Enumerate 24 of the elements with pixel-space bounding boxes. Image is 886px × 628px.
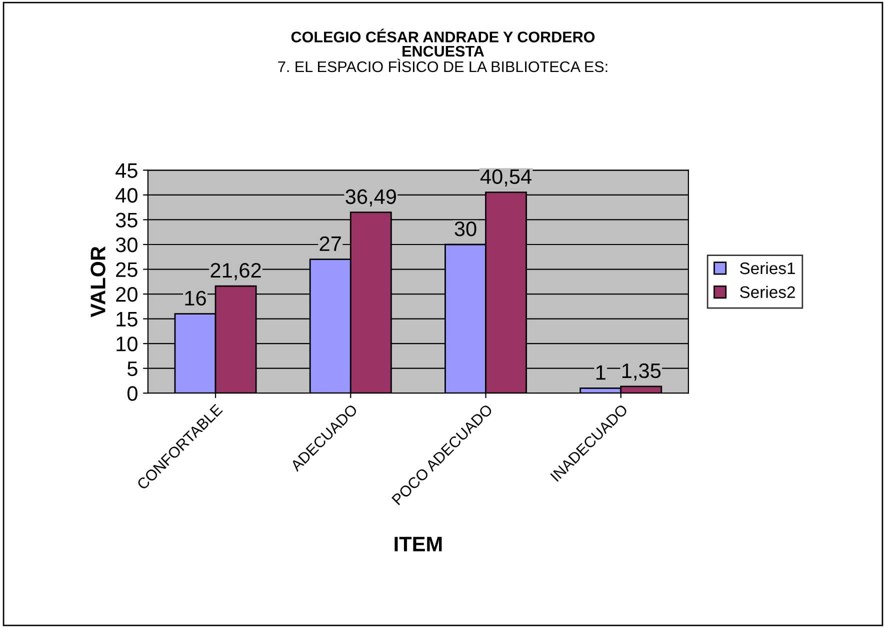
y-tick-label: 5 bbox=[127, 362, 138, 376]
x-axis-title: ITEM bbox=[394, 536, 442, 552]
y-tick-label: 20 bbox=[116, 287, 138, 302]
data-label: 1,35 bbox=[622, 363, 661, 381]
data-label: 21,62 bbox=[210, 262, 261, 280]
data-label: 40,54 bbox=[480, 169, 532, 186]
y-tick-label: 30 bbox=[116, 238, 138, 252]
data-label: 36,49 bbox=[346, 189, 396, 207]
data-label: 27 bbox=[320, 236, 341, 251]
data-label: 30 bbox=[454, 221, 476, 236]
legend-label: Series1 bbox=[740, 262, 795, 274]
y-tick-label: 15 bbox=[116, 312, 138, 327]
y-tick-label: 45 bbox=[116, 163, 138, 178]
y-tick-label: 35 bbox=[116, 212, 138, 228]
y-axis-title: VALOR bbox=[90, 246, 106, 318]
data-label: 16 bbox=[185, 290, 206, 306]
data-label: 1 bbox=[596, 365, 606, 380]
y-tick-label: 0 bbox=[127, 386, 138, 401]
legend-label: Series2 bbox=[740, 286, 795, 298]
y-tick-label: 40 bbox=[116, 188, 138, 203]
y-tick-label: 25 bbox=[116, 262, 138, 278]
chart-subtitle: 7. EL ESPACIO FÌSICO DE LA BIBLIOTECA ES: bbox=[278, 58, 608, 72]
chart-title: COLEGIO CÉSAR ANDRADE Y CORDERO ENCUESTA bbox=[291, 28, 595, 57]
y-tick-label: 10 bbox=[116, 336, 138, 352]
